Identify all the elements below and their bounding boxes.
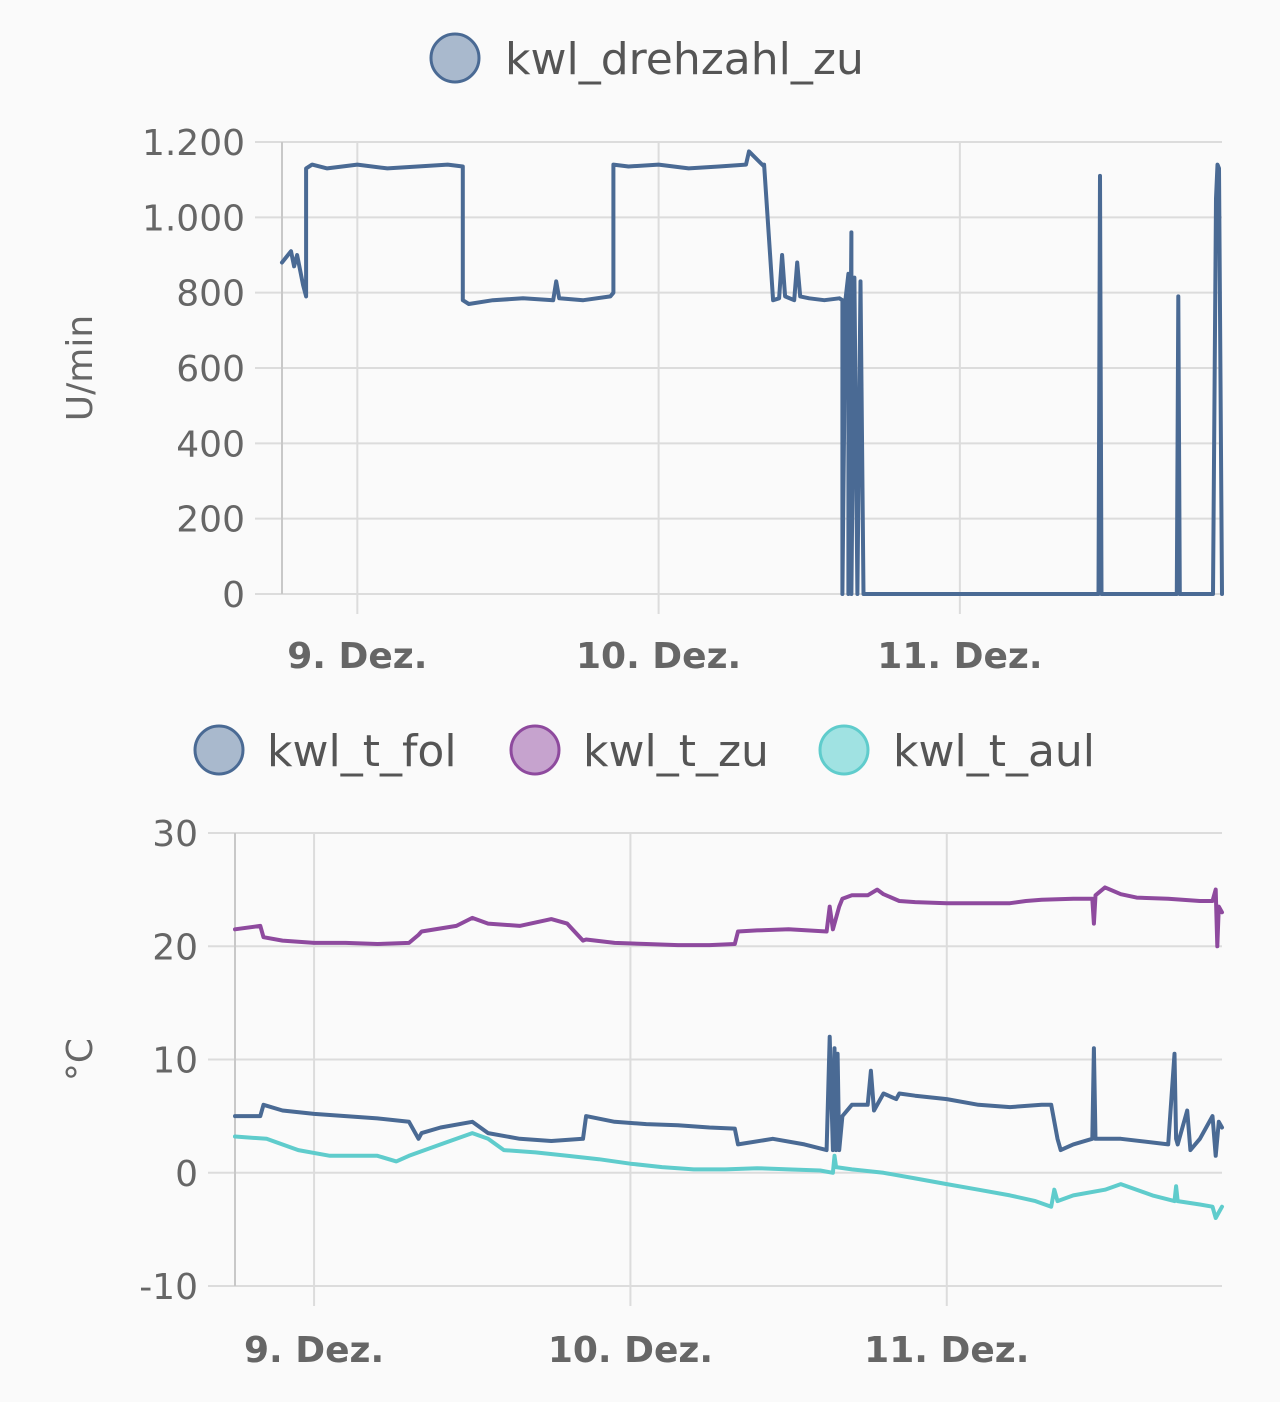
- chart-rpm: 0 200 400 600 800 1.000 1.200 9. Dez. 10. Dez. 11…: [60, 32, 1224, 677]
- legend-label[interactable]: kwl_t_fol: [267, 726, 457, 777]
- chart-temperature: -10 0 10 20 30 9. Dez. 10. Dez. 11. Dez. °C kwl_t…: [60, 724, 1224, 1371]
- y-tick-label: 800: [176, 274, 245, 315]
- y-axis-title: U/min: [60, 315, 101, 421]
- y-tick-label: -10: [139, 1267, 198, 1308]
- x-tick-label: 9. Dez.: [287, 636, 427, 677]
- y-tick-label: 1.000: [142, 198, 245, 239]
- y-tick-label: 10: [152, 1041, 198, 1082]
- y-axis-title: °C: [60, 1038, 101, 1081]
- legend-marker[interactable]: [818, 724, 870, 776]
- legend-label[interactable]: kwl_t_aul: [893, 726, 1095, 777]
- series-line-kwl_t_fol: [233, 1034, 1224, 1158]
- y-tick-label: 1.200: [142, 123, 245, 164]
- y-tick-label: 0: [175, 1154, 198, 1195]
- legend-marker[interactable]: [193, 724, 245, 776]
- x-tick-label: 10. Dez.: [576, 636, 741, 677]
- x-tick-label: 11. Dez.: [864, 1330, 1029, 1371]
- legend-label[interactable]: kwl_drehzahl_zu: [505, 34, 864, 85]
- x-tick-label: 11. Dez.: [877, 636, 1042, 677]
- y-tick-label: 600: [176, 349, 245, 390]
- y-tick-label: 400: [176, 424, 245, 465]
- legend-marker[interactable]: [509, 724, 561, 776]
- legend-marker[interactable]: [429, 32, 481, 84]
- legend-label[interactable]: kwl_t_zu: [583, 726, 769, 777]
- series-line-kwl_t_aul: [233, 1131, 1224, 1220]
- y-tick-label: 0: [222, 575, 245, 616]
- y-tick-label: 30: [152, 814, 198, 855]
- x-tick-label: 10. Dez.: [548, 1330, 713, 1371]
- series-line-kwl_t_zu: [233, 885, 1224, 949]
- y-tick-label: 20: [152, 927, 198, 968]
- x-tick-label: 9. Dez.: [244, 1330, 384, 1371]
- series-line-kwl_drehzahl_zu: [280, 149, 1224, 596]
- y-tick-label: 200: [176, 500, 245, 541]
